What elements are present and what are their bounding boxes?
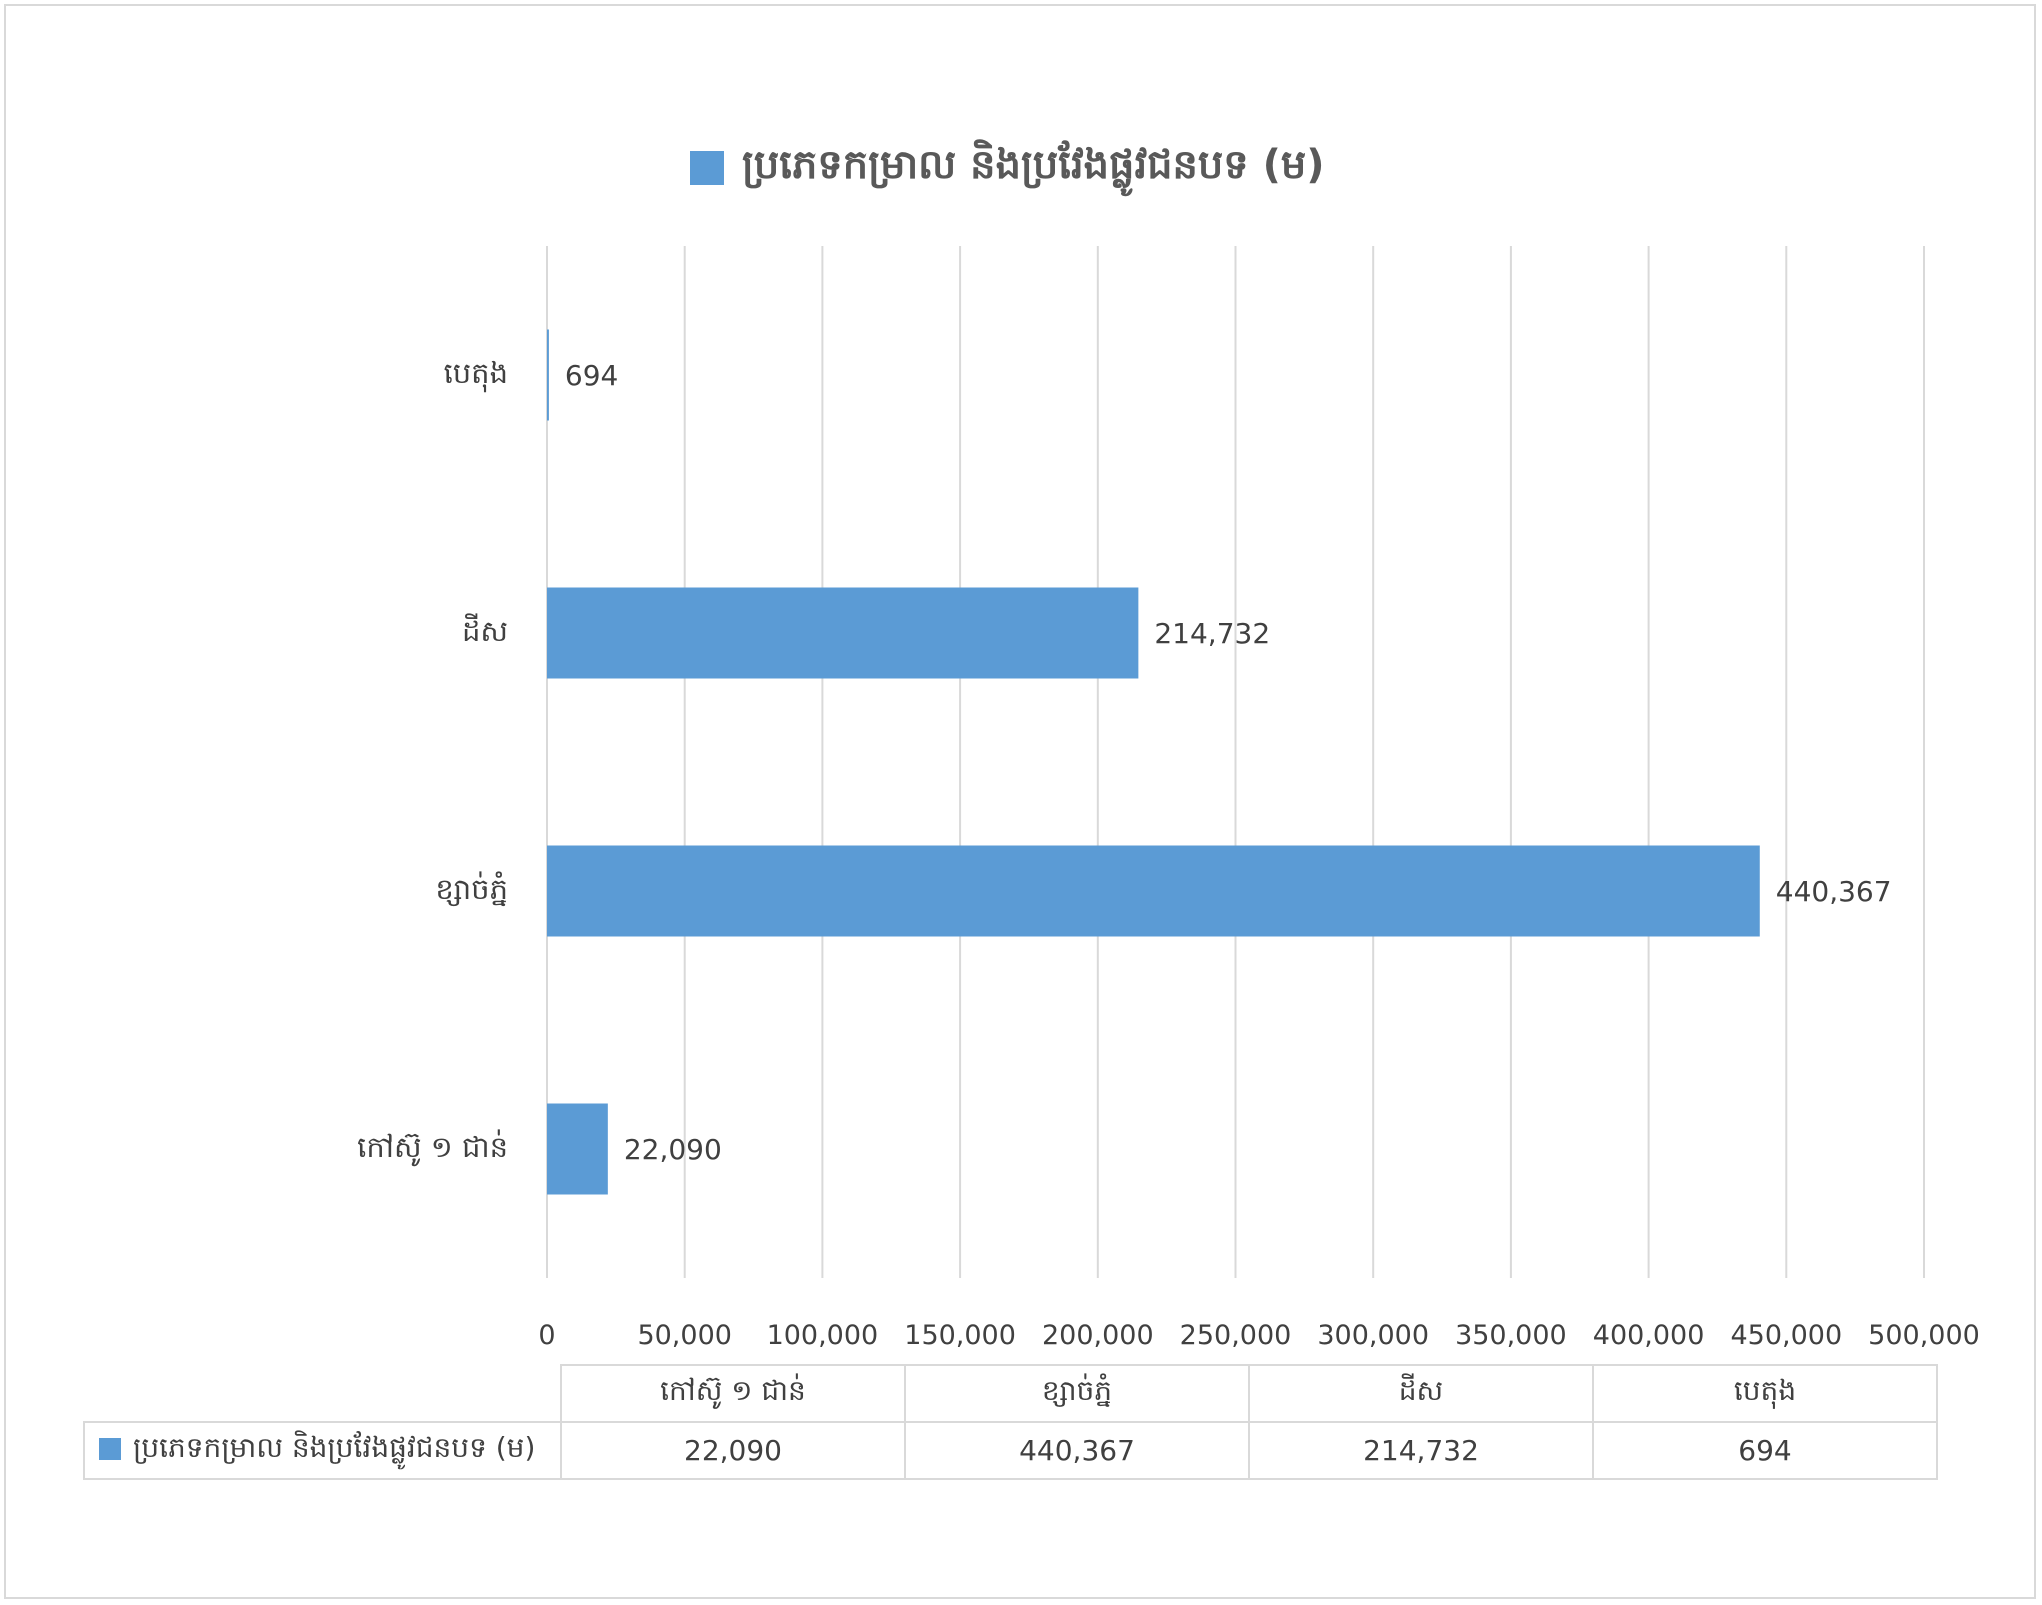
data-table-value: 694	[1592, 1421, 1938, 1480]
category-label: បេតុង	[444, 356, 508, 393]
x-tick-label: 200,000	[1042, 1320, 1154, 1351]
data-table-corner	[84, 1365, 562, 1423]
x-tick-label: 100,000	[767, 1320, 879, 1351]
x-tick-label: 450,000	[1730, 1320, 1842, 1351]
data-table-value: 22,090	[560, 1421, 906, 1480]
x-tick-label: 250,000	[1180, 1320, 1292, 1351]
legend: ប្រភេទកម្រាល និងប្រវែងផ្លូវជនបទ (ម)	[690, 138, 1325, 198]
x-tick-label: 0	[538, 1320, 555, 1351]
legend-swatch	[690, 151, 724, 185]
chart-frame	[4, 4, 2036, 1599]
legend-label: ប្រភេទកម្រាល និងប្រវែងផ្លូវជនបទ (ម)	[742, 141, 1325, 188]
bar	[547, 587, 1139, 679]
data-table: កៅស៊ូ ១ ជាន់ ខ្សាច់ភ្នំ ដីស បេតុង ប្រភេទ…	[83, 1364, 1938, 1480]
data-table-legend-label: ប្រភេទកម្រាល និងប្រវែងផ្លូវជនបទ (ម)	[133, 1431, 536, 1464]
data-label: 22,090	[624, 1133, 722, 1166]
x-tick-label: 350,000	[1455, 1320, 1567, 1351]
category-label: ខ្សាច់ភ្នំ	[435, 871, 508, 907]
data-label: 694	[565, 359, 618, 392]
data-table-header: បេតុង	[1592, 1364, 1938, 1423]
x-tick-label: 400,000	[1593, 1320, 1705, 1351]
x-tick-label: 150,000	[904, 1320, 1016, 1351]
data-table-header: ខ្សាច់ភ្នំ	[904, 1364, 1250, 1423]
data-table-header: កៅស៊ូ ១ ជាន់	[560, 1364, 906, 1423]
data-table-header: ដីស	[1248, 1364, 1594, 1423]
bar	[547, 329, 549, 421]
category-label: កៅស៊ូ ១ ជាន់	[357, 1129, 508, 1167]
x-tick-label: 300,000	[1317, 1320, 1429, 1351]
data-label: 440,367	[1776, 875, 1892, 908]
x-tick-label: 50,000	[637, 1320, 731, 1351]
bar	[547, 845, 1760, 937]
data-table-value-row: ប្រភេទកម្រាល និងប្រវែងផ្លូវជនបទ (ម) 22,0…	[83, 1421, 1938, 1480]
data-label: 214,732	[1154, 617, 1270, 650]
x-tick-label: 500,000	[1868, 1320, 1980, 1351]
bar	[547, 1103, 608, 1195]
data-table-value: 214,732	[1248, 1421, 1594, 1480]
data-table-header-row: កៅស៊ូ ១ ជាន់ ខ្សាច់ភ្នំ ដីស បេតុង	[84, 1364, 1938, 1423]
data-table-legend-cell: ប្រភេទកម្រាល និងប្រវែងផ្លូវជនបទ (ម)	[83, 1421, 562, 1480]
data-table-legend-swatch	[99, 1438, 121, 1460]
data-table-value: 440,367	[904, 1421, 1250, 1480]
category-label: ដីស	[462, 613, 508, 648]
